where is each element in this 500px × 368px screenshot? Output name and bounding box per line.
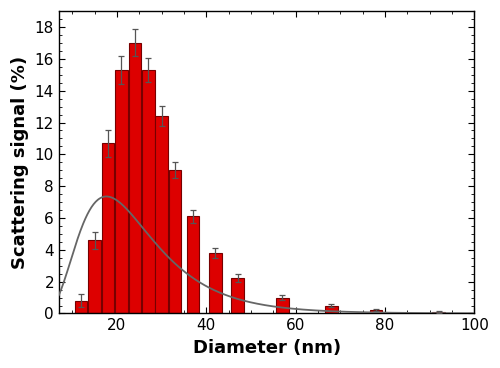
Y-axis label: Scattering signal (%): Scattering signal (%) [11, 56, 29, 269]
Bar [102, 143, 115, 314]
Bar [156, 116, 168, 314]
Bar [209, 253, 222, 314]
X-axis label: Diameter (nm): Diameter (nm) [192, 339, 340, 357]
Bar [325, 305, 338, 314]
Bar [370, 310, 382, 314]
Bar [169, 170, 181, 314]
Bar [276, 298, 288, 314]
Bar [115, 70, 128, 314]
Bar [128, 43, 141, 314]
Bar [75, 301, 88, 314]
Bar [88, 240, 101, 314]
Bar [142, 70, 154, 314]
Bar [432, 312, 445, 314]
Bar [186, 216, 199, 314]
Bar [232, 279, 244, 314]
